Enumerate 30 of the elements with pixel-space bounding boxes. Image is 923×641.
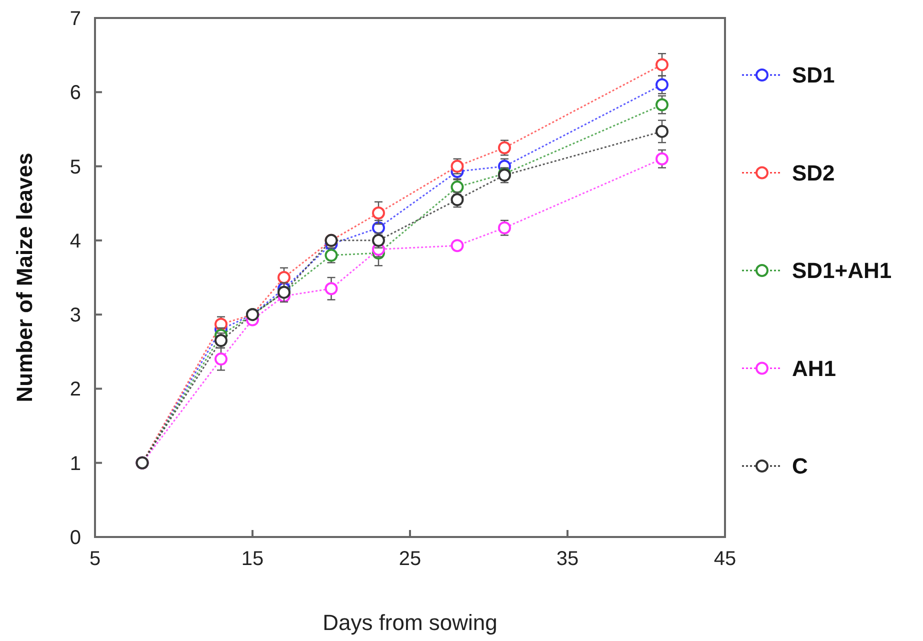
point xyxy=(324,282,338,296)
y-tick-label: 6 xyxy=(70,82,81,104)
point xyxy=(656,152,668,166)
x-tick-label: 5 xyxy=(89,548,101,570)
y-tick-label: 5 xyxy=(70,156,81,178)
point xyxy=(214,352,228,366)
x-tick-label: 35 xyxy=(556,548,579,570)
y-tick-label: 4 xyxy=(70,230,81,252)
x-axis-title: Days from sowing xyxy=(322,610,498,635)
x-tick-label: 15 xyxy=(241,548,264,570)
point xyxy=(656,124,668,138)
point xyxy=(278,271,290,284)
legend-label: SD1+AH1 xyxy=(792,258,892,284)
legend-label: C xyxy=(792,454,808,479)
y-tick-label: 2 xyxy=(70,378,81,401)
point xyxy=(656,98,668,112)
point xyxy=(656,78,668,92)
x-tick-label: 25 xyxy=(398,548,422,570)
x-tick-label: 45 xyxy=(714,548,736,570)
legend-label: SD1 xyxy=(792,62,835,88)
legend-label: AH1 xyxy=(792,356,836,381)
point xyxy=(372,206,385,220)
point xyxy=(656,58,668,72)
y-axis-title: Number of Maize leaves xyxy=(12,152,37,402)
y-tick-label: 7 xyxy=(70,8,81,30)
point xyxy=(450,239,464,252)
legend-label: SD2 xyxy=(792,160,835,186)
y-tick-label: 0 xyxy=(70,527,81,549)
y-tick-label: 3 xyxy=(70,304,81,327)
y-tick-label: 1 xyxy=(70,452,81,475)
